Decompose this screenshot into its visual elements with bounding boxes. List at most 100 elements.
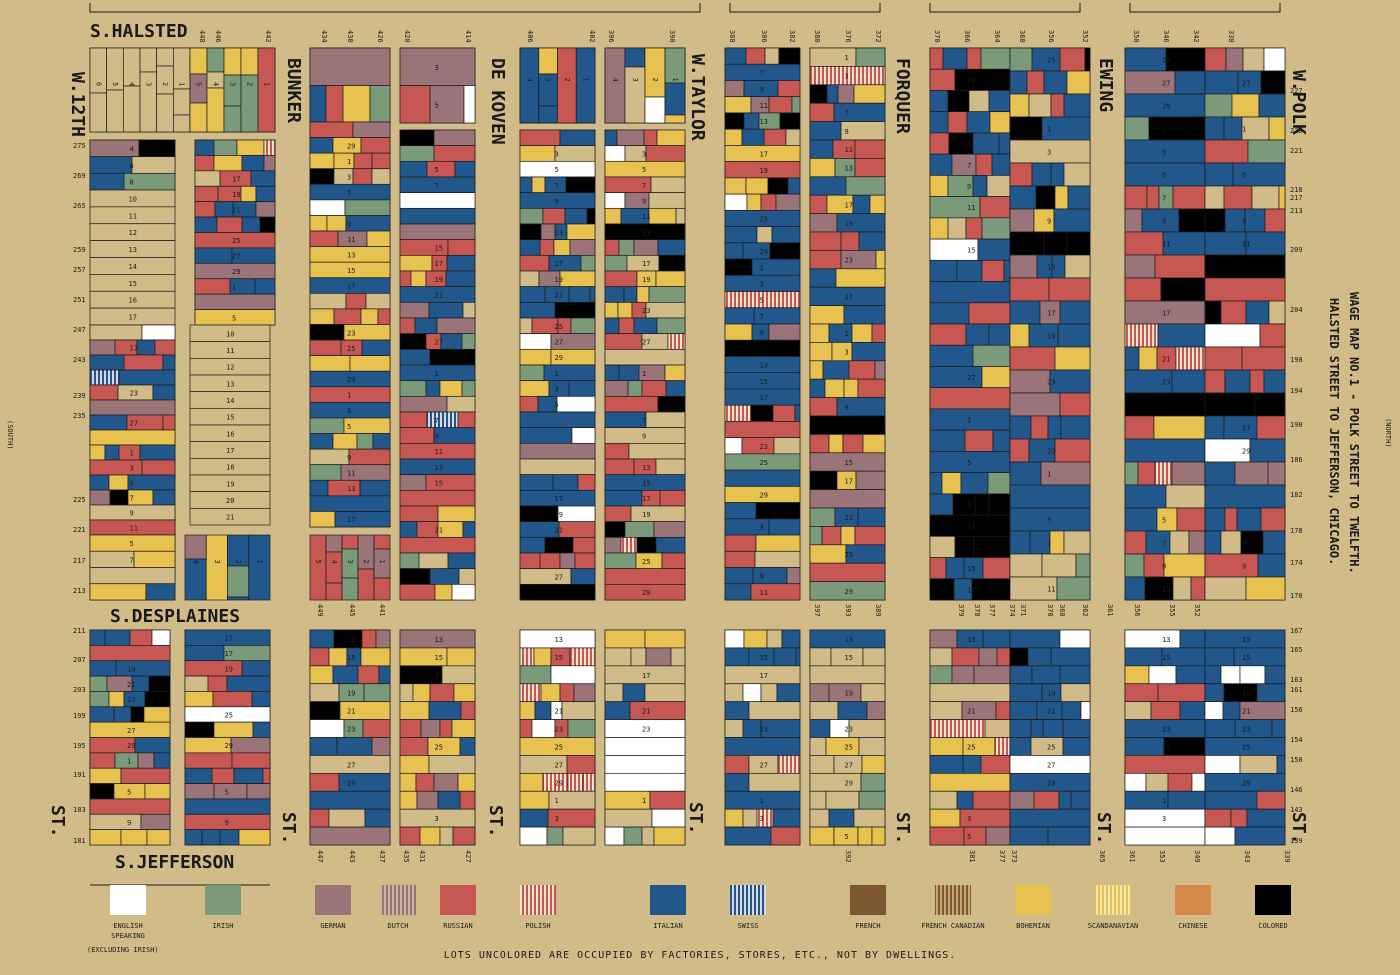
lot	[309, 479, 329, 497]
lot	[437, 505, 476, 523]
lot-number: 23	[845, 257, 853, 265]
lot-number: 13	[1047, 264, 1055, 272]
lot	[644, 96, 666, 124]
street-label-st-4: ST.	[685, 802, 706, 835]
lot-number: 221	[73, 526, 86, 534]
lot	[399, 474, 427, 491]
lot-number: 441	[378, 604, 386, 617]
block-a3: 17 23 27 1 3 5 7 9 11	[89, 324, 176, 536]
lot	[604, 568, 686, 585]
lot	[929, 132, 950, 155]
lot	[89, 399, 176, 416]
lot	[548, 380, 570, 397]
lot	[1204, 277, 1286, 302]
lot-number: 5	[1162, 517, 1166, 525]
lot-number: 353	[1158, 850, 1166, 863]
lot	[309, 292, 347, 310]
lot	[341, 534, 359, 550]
lot	[871, 826, 886, 846]
lot-number: 27	[967, 374, 975, 382]
lot	[399, 47, 476, 86]
lot-number: 11	[435, 448, 443, 456]
lot	[519, 239, 541, 256]
lot	[809, 139, 834, 159]
lot-number: 373	[1010, 850, 1018, 863]
lot	[989, 111, 1011, 134]
lot-number: 7	[760, 313, 764, 321]
lot	[724, 47, 747, 65]
lot-number: 17	[967, 586, 975, 594]
lot	[724, 404, 752, 422]
lot	[231, 752, 271, 769]
lot	[1154, 461, 1173, 486]
lot	[616, 129, 645, 147]
legend-label: COLORED	[1258, 922, 1288, 930]
lot	[764, 47, 780, 65]
lot	[1009, 461, 1042, 486]
lot-number: 4	[611, 78, 619, 82]
lot-number: 25	[1162, 57, 1170, 65]
lot	[604, 737, 686, 756]
lot-number: 25	[1242, 743, 1250, 751]
lot	[648, 207, 677, 225]
lot-number: 25	[1047, 57, 1055, 65]
lot-number: 29	[127, 742, 135, 750]
lot-number: 17	[642, 260, 650, 268]
lot	[743, 112, 760, 130]
lot	[848, 719, 886, 738]
lot-number: 3	[435, 815, 439, 823]
lot-number: 393	[844, 604, 852, 617]
street-label-w-12th: W.12TH	[67, 72, 88, 137]
lot-number: 13	[642, 229, 650, 237]
lot-number: 5	[967, 459, 971, 467]
lot-number: 3	[845, 349, 849, 357]
lot-number: 17	[232, 176, 240, 184]
lot	[399, 719, 422, 738]
lot	[1174, 70, 1206, 95]
lot-number: 9	[225, 819, 229, 827]
lot	[325, 582, 343, 601]
lot-number: 1	[1162, 126, 1166, 134]
lot-number: 9	[1242, 218, 1246, 226]
lot	[194, 278, 231, 295]
lot-number: 1	[582, 78, 590, 82]
lot	[89, 429, 176, 446]
lot	[973, 535, 1011, 558]
lot	[952, 493, 976, 516]
lot-number: 435	[402, 850, 410, 863]
lot	[1031, 162, 1052, 187]
lot	[1057, 323, 1091, 348]
lot-number: 167	[1290, 627, 1303, 635]
lot	[1009, 323, 1030, 348]
lot	[809, 397, 838, 417]
lot	[785, 128, 801, 146]
lot	[533, 647, 552, 667]
lot	[929, 719, 986, 738]
lot-number: 3	[544, 78, 552, 82]
lot	[123, 354, 164, 371]
lot	[205, 534, 228, 601]
street-label-st-3: ST.	[485, 805, 506, 838]
lot	[1242, 47, 1265, 72]
lot	[1124, 277, 1162, 302]
lot	[89, 783, 115, 800]
lot-number: 10	[129, 195, 137, 203]
lot	[89, 339, 116, 356]
lot	[127, 474, 176, 491]
lot-number: 352	[1081, 30, 1089, 43]
block-taylor-b-top-lots: 4 3 2 1	[604, 47, 686, 124]
lot-number: 218	[1290, 186, 1303, 194]
lot-number: 1	[555, 370, 559, 378]
lot-number: 361	[1128, 850, 1136, 863]
lot	[724, 177, 747, 195]
lot-number: 365	[1098, 850, 1106, 863]
lot	[1220, 530, 1242, 555]
lot	[399, 826, 421, 846]
lot	[941, 472, 962, 495]
block-polk-b: 27 1 5 9 11 27 29 7 9	[1204, 47, 1286, 601]
lot	[1204, 683, 1225, 703]
lot	[854, 139, 886, 159]
lot	[122, 47, 141, 87]
lot	[439, 380, 463, 397]
